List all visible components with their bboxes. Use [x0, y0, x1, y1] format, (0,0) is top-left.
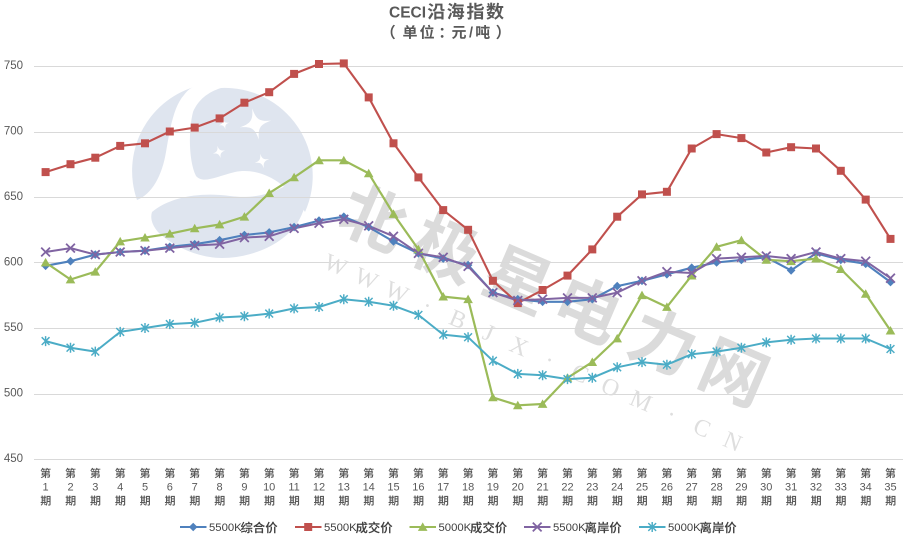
svg-text:1: 1	[43, 482, 49, 494]
svg-text:34: 34	[860, 482, 872, 494]
svg-text:750: 750	[4, 60, 23, 72]
svg-text:8: 8	[217, 482, 223, 494]
svg-text:6: 6	[167, 482, 173, 494]
svg-text:B: B	[445, 305, 470, 335]
svg-text:5500K: 5500K	[324, 522, 357, 534]
svg-text:32: 32	[810, 482, 822, 494]
svg-text:N: N	[719, 427, 745, 458]
svg-text:31: 31	[785, 482, 797, 494]
svg-text:28: 28	[710, 482, 722, 494]
svg-text:9: 9	[241, 482, 247, 494]
svg-text:7: 7	[192, 482, 198, 494]
svg-text:·: ·	[662, 401, 680, 428]
svg-text:15: 15	[387, 482, 399, 494]
svg-text:5500K: 5500K	[209, 522, 242, 534]
svg-text:33: 33	[835, 482, 847, 494]
svg-text:450: 450	[4, 453, 23, 465]
svg-text:10: 10	[263, 482, 275, 494]
svg-text:/: /	[469, 26, 473, 42]
svg-text:25: 25	[636, 482, 648, 494]
svg-text:13: 13	[338, 482, 350, 494]
svg-text:500: 500	[4, 388, 23, 400]
svg-text:W: W	[320, 249, 351, 282]
svg-text:4: 4	[117, 482, 123, 494]
svg-text:14: 14	[363, 482, 375, 494]
svg-text:22: 22	[561, 482, 573, 494]
svg-text:19: 19	[487, 482, 499, 494]
svg-text:5500K: 5500K	[553, 522, 586, 534]
svg-text:30: 30	[760, 482, 772, 494]
svg-text:24: 24	[611, 482, 623, 494]
svg-text:23: 23	[586, 482, 598, 494]
svg-text:26: 26	[661, 482, 673, 494]
svg-text:M: M	[626, 385, 656, 417]
svg-text:W: W	[351, 263, 382, 296]
svg-text:11: 11	[288, 482, 299, 494]
svg-text:2: 2	[67, 482, 73, 494]
svg-text:29: 29	[735, 482, 747, 494]
svg-text:650: 650	[4, 191, 23, 203]
svg-text:20: 20	[512, 482, 524, 494]
svg-text:3: 3	[92, 482, 98, 494]
svg-text:J: J	[479, 320, 498, 348]
svg-text:16: 16	[412, 482, 424, 494]
svg-text:21: 21	[536, 482, 548, 494]
svg-text:17: 17	[437, 482, 449, 494]
svg-text:600: 600	[4, 257, 23, 269]
svg-text:5000K: 5000K	[668, 522, 701, 534]
svg-text:27: 27	[686, 482, 698, 494]
svg-text:5: 5	[142, 482, 148, 494]
svg-text:CECI: CECI	[389, 5, 426, 22]
svg-text:12: 12	[313, 482, 325, 494]
svg-text:550: 550	[4, 322, 23, 334]
svg-text:C: C	[689, 414, 714, 444]
svg-text:5000K: 5000K	[439, 522, 472, 534]
svg-text:X: X	[506, 332, 532, 363]
svg-text:O: O	[597, 373, 623, 404]
svg-text:35: 35	[884, 482, 896, 494]
svg-text:18: 18	[462, 482, 474, 494]
svg-text:700: 700	[4, 126, 23, 138]
